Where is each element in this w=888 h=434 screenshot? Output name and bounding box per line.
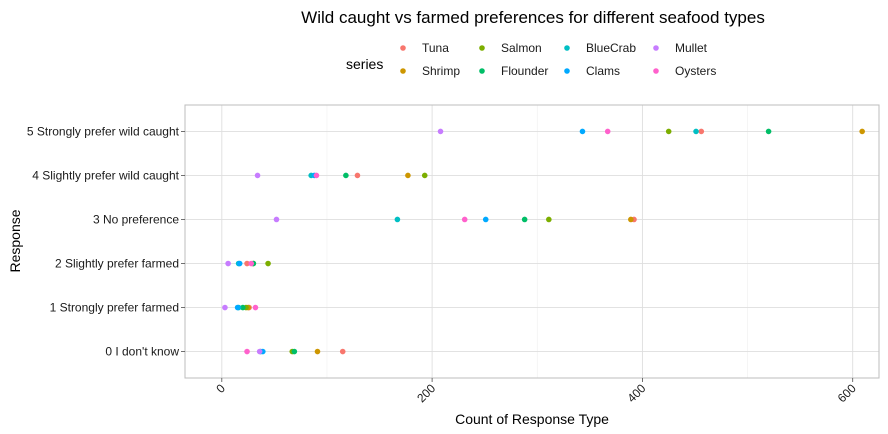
panel-background: [185, 105, 879, 378]
legend-label: BlueCrab: [586, 41, 636, 55]
data-point-oysters: [248, 260, 255, 267]
legend-label: Tuna: [422, 41, 449, 55]
data-point-mullet: [225, 260, 231, 267]
data-point-salmon: [421, 172, 428, 179]
data-point-bluecrab: [394, 216, 401, 223]
y-tick-label: 1 Strongly prefer farmed: [50, 301, 179, 315]
chart-title: Wild caught vs farmed preferences for di…: [301, 8, 765, 27]
legend-key-flounder: [479, 68, 485, 74]
data-point-oysters: [244, 348, 250, 355]
data-point-clams: [234, 304, 241, 311]
data-point-tuna: [244, 260, 250, 267]
data-point-flounder: [240, 304, 246, 311]
legend-label: Flounder: [501, 64, 548, 78]
y-tick-label: 2 Slightly prefer farmed: [55, 257, 179, 271]
x-tick-label: 0: [213, 381, 228, 396]
legend-label: Oysters: [675, 64, 716, 78]
legend-label: Salmon: [501, 41, 542, 55]
x-tick-label: 200: [414, 381, 438, 405]
data-point-flounder: [291, 348, 298, 355]
data-point-flounder: [765, 128, 772, 135]
data-point-mullet: [256, 348, 263, 355]
data-point-salmon: [265, 260, 271, 267]
legend: series Tuna Shrimp Salmon Flounder BlueCrab C…: [346, 41, 716, 78]
data-point-mullet: [222, 304, 228, 311]
legend-label: Clams: [586, 64, 620, 78]
plot-panel: [184, 104, 880, 379]
y-axis-title: Response: [7, 209, 23, 272]
data-point-oysters: [252, 304, 259, 311]
y-tick-label: 3 No preference: [93, 212, 179, 226]
data-point-oysters: [461, 216, 468, 223]
data-point-tuna: [698, 128, 705, 135]
y-tick-label: 4 Slightly prefer wild caught: [32, 168, 179, 182]
plot-grid: [185, 105, 879, 378]
data-point-shrimp: [859, 128, 865, 135]
data-point-clams: [482, 216, 489, 223]
data-point-flounder: [521, 216, 528, 223]
data-points: [222, 128, 865, 355]
legend-key-shrimp: [400, 68, 406, 74]
data-point-tuna: [339, 348, 346, 355]
data-point-mullet: [273, 216, 280, 223]
x-tick-label: 600: [835, 381, 859, 405]
y-tick-label: 5 Strongly prefer wild caught: [27, 124, 180, 138]
legend-label: Mullet: [675, 41, 708, 55]
data-point-shrimp: [405, 172, 411, 179]
data-point-flounder: [343, 172, 349, 179]
legend-key-oysters: [653, 68, 659, 74]
legend-key-salmon: [479, 45, 485, 51]
x-tick-label: 400: [624, 381, 648, 405]
data-point-clams: [579, 128, 586, 135]
data-point-oysters: [604, 128, 611, 135]
data-point-tuna: [354, 172, 361, 179]
data-point-shrimp: [314, 348, 321, 355]
legend-key-clams: [564, 68, 570, 74]
x-axis-title: Count of Response Type: [455, 411, 609, 427]
data-point-bluecrab: [693, 128, 699, 135]
legend-key-mullet: [653, 45, 659, 51]
data-point-oysters: [313, 172, 320, 179]
axes: 0 200 400 600 0 I don't know 1 Strongly prefe…: [27, 124, 859, 405]
legend-key-tuna: [400, 45, 406, 51]
y-tick-label: 0 I don't know: [105, 345, 179, 359]
data-point-shrimp: [628, 216, 634, 223]
legend-key-bluecrab: [564, 45, 570, 51]
data-point-mullet: [254, 172, 261, 179]
legend-label: Shrimp: [422, 64, 460, 78]
legend-title: series: [346, 56, 383, 72]
data-point-salmon: [546, 216, 552, 223]
data-point-salmon: [665, 128, 672, 135]
data-point-clams: [236, 260, 243, 267]
data-point-mullet: [437, 128, 444, 135]
